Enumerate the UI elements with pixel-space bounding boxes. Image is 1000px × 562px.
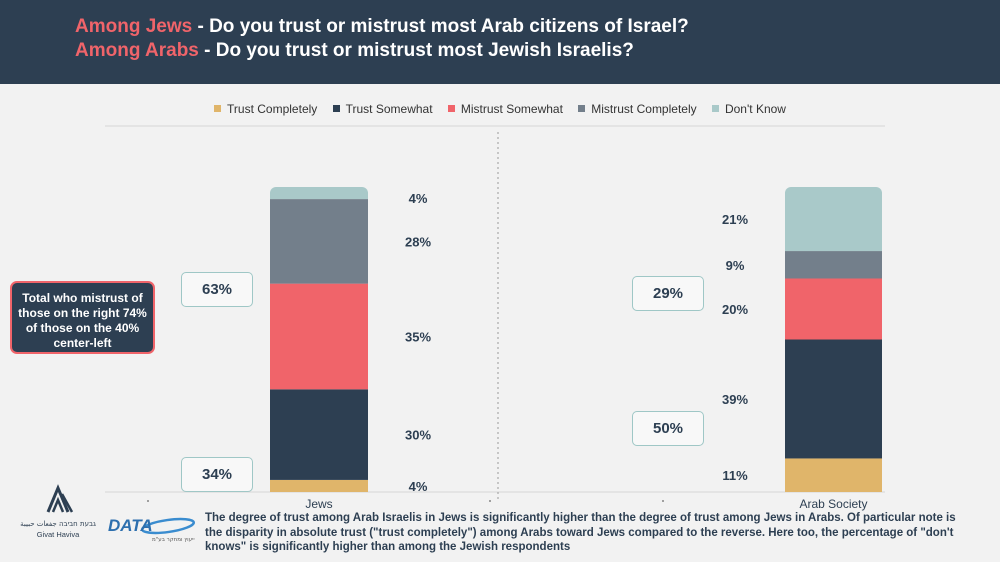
title-accent-jews: Among Jews (75, 16, 193, 37)
jews-mistrust-total: 63% (181, 272, 253, 307)
mistrust-callout: Total who mistrust of those on the right… (10, 281, 155, 354)
data-label-mistrust-completely: 9% (726, 258, 745, 273)
category-label-arab-society: Arab Society (799, 497, 867, 511)
legend-swatch (578, 105, 586, 113)
data-label-trust-somewhat: 39% (722, 392, 748, 407)
data-label-trust-completely: 11% (722, 468, 748, 483)
data-logo: DATA ייעוץ ומחקר בע"מ (108, 516, 196, 543)
bar-segment-trust-completely (785, 458, 882, 492)
data-logo-tagline: ייעוץ ומחקר בע"מ (152, 537, 195, 543)
data-label-don-t-know: 4% (409, 191, 428, 206)
orbit-swoosh-icon (140, 517, 196, 535)
legend-label: Mistrust Somewhat (460, 102, 563, 116)
data-label-mistrust-completely: 28% (405, 234, 431, 249)
bar-segment-mistrust-completely (785, 251, 882, 279)
title-question-jews: - Do you trust or mistrust most Arab cit… (192, 16, 689, 37)
legend-label: Mistrust Completely (591, 102, 697, 116)
givat-haviva-emblem-icon (46, 484, 74, 513)
data-label-don-t-know: 21% (722, 212, 748, 227)
data-logo-wordmark: DATA (108, 516, 153, 535)
givat-haviva-name: Givat Haviva (37, 530, 80, 539)
bar-segment-trust-somewhat (270, 389, 368, 480)
title-accent-arabs: Among Arabs (75, 40, 199, 61)
header-banner: Among Jews - Do you trust or mistrust mo… (0, 0, 1000, 84)
chart-legend: Trust Completely Trust Somewhat Mistrust… (0, 102, 1000, 116)
title-line-jews: Among Jews - Do you trust or mistrust mo… (75, 16, 689, 38)
arab-mistrust-total: 29% (632, 276, 704, 311)
legend-swatch (711, 105, 719, 113)
legend-label: Don't Know (724, 102, 786, 116)
jews-trust-total: 34% (181, 457, 253, 492)
legend-item-mistrust-somewhat: Mistrust Somewhat (447, 102, 563, 116)
givat-haviva-logo: גבעת חביבה جفعات حبيبة Givat Haviva (20, 484, 96, 539)
arab-trust-total: 50% (632, 411, 704, 446)
legend-swatch (214, 105, 222, 113)
legend-label: Trust Somewhat (345, 102, 433, 116)
legend-item-trust-completely: Trust Completely (214, 102, 317, 116)
givat-haviva-hebrew-text: גבעת חביבה جفعات حبيبة (20, 520, 96, 528)
bar-segment-don-t-know (785, 187, 882, 252)
data-label-trust-somewhat: 30% (405, 428, 431, 443)
bar-arab-society (785, 187, 882, 492)
axis-tick-dot (662, 500, 664, 502)
chart-footnote: The degree of trust among Arab Israelis … (205, 512, 956, 553)
axis-tick-dot (489, 500, 491, 502)
legend-item-dont-know: Don't Know (711, 102, 786, 116)
title-question-arabs: - Do you trust or mistrust most Jewish I… (198, 40, 634, 61)
category-label-jews: Jews (305, 497, 332, 511)
title-line-arabs: Among Arabs - Do you trust or mistrust m… (75, 40, 634, 62)
bar-segment-mistrust-somewhat (270, 283, 368, 390)
bar-segment-mistrust-completely (270, 199, 368, 284)
bar-segment-trust-completely (270, 479, 368, 492)
bar-segment-mistrust-somewhat (785, 278, 882, 340)
legend-item-mistrust-completely: Mistrust Completely (578, 102, 697, 116)
legend-label: Trust Completely (227, 102, 318, 116)
legend-swatch (447, 105, 455, 113)
bar-segment-trust-somewhat (785, 339, 882, 459)
axis-tick-dot (147, 500, 149, 502)
legend-swatch (332, 105, 340, 113)
bar-segment-don-t-know (270, 187, 368, 200)
data-label-mistrust-somewhat: 35% (405, 329, 431, 344)
legend-item-trust-somewhat: Trust Somewhat (332, 102, 433, 116)
data-label-trust-completely: 4% (409, 479, 428, 494)
bar-jews (270, 187, 368, 492)
data-label-mistrust-somewhat: 20% (722, 302, 748, 317)
